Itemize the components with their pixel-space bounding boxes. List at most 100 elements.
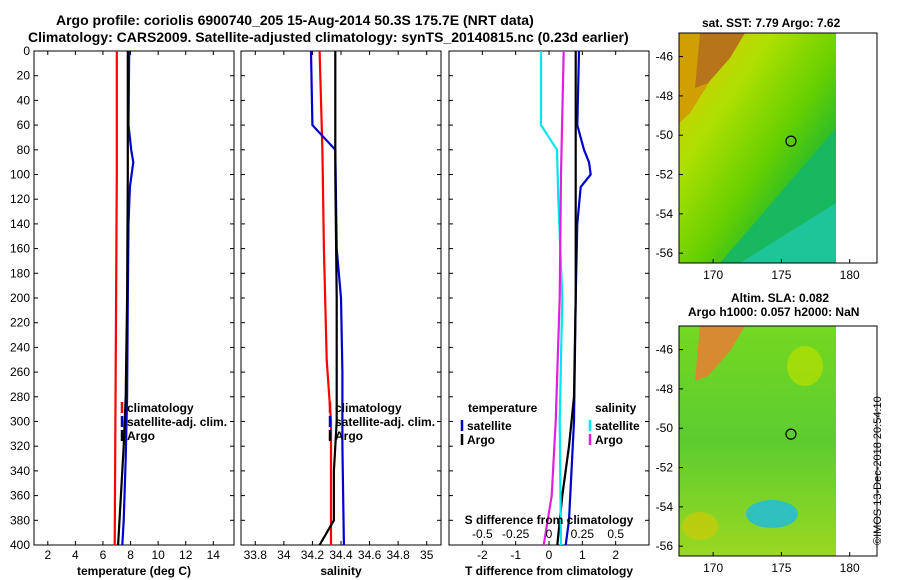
legend-label: Argo [595, 433, 623, 447]
map-ytick-label: -46 [656, 50, 674, 64]
ytick-label: 380 [10, 513, 30, 527]
legend-label: climatology [127, 401, 194, 415]
xtick-label: 6 [100, 548, 107, 562]
map-xtick-label: 170 [703, 561, 723, 575]
ytick-label: 240 [10, 340, 30, 354]
title-line-1: Argo profile: coriolis 6900740_205 15-Au… [56, 12, 534, 28]
map-ytick-label: -48 [656, 382, 674, 396]
map-ytick-label: -52 [656, 168, 674, 182]
xtick-label: 4 [72, 548, 79, 562]
ytick-label: 260 [10, 365, 30, 379]
xtick-label: -1 [510, 548, 521, 562]
ytick-label: 280 [10, 390, 30, 404]
series-line-temperature-argo [556, 51, 577, 546]
legend-label: climatology [335, 401, 402, 415]
panel-frame-0 [33, 50, 235, 546]
map-ytick-label: -52 [656, 461, 674, 475]
ytick-label: 300 [10, 415, 30, 429]
map-ytick-label: -54 [656, 500, 674, 514]
xtick-label: 8 [127, 548, 134, 562]
legend-label: satellite [595, 419, 640, 433]
panel-frame-2 [448, 50, 650, 546]
map-xtick-label: 180 [840, 561, 860, 575]
xtick-label: 0 [546, 548, 553, 562]
secondary-axis-label: S difference from climatology [465, 513, 634, 527]
map-anomaly-high [787, 346, 823, 386]
map-xtick-label: 180 [840, 268, 860, 282]
ytick-label: 360 [10, 489, 30, 503]
series-line-satellite-adj-clim- [309, 50, 345, 546]
xtick-label: -2 [477, 548, 488, 562]
map-ytick-label: -54 [656, 207, 674, 221]
map-sst [679, 33, 836, 263]
series-line-climatology [318, 50, 333, 545]
map-cold-band [740, 203, 836, 263]
series-line-salinity-argo [542, 50, 565, 546]
map-xtick-label: 175 [771, 268, 791, 282]
ytick-label: 220 [10, 316, 30, 330]
map-ytick-label: -56 [656, 539, 674, 553]
map-xtick-label: 170 [703, 268, 723, 282]
legend-label: Argo [127, 429, 155, 443]
xtick-label: 10 [151, 548, 165, 562]
xtick-label: 12 [179, 548, 193, 562]
xtick-label: 34 [277, 548, 291, 562]
map-anomaly-high [682, 512, 718, 540]
legend-label: Argo [335, 429, 363, 443]
x-axis-label-2: T difference from climatology [465, 564, 633, 578]
ytick-label: 400 [10, 538, 30, 552]
secondary-tick-label: -0.5 [472, 527, 493, 541]
ytick-label: 40 [17, 93, 31, 107]
xtick-label: 34.8 [386, 548, 410, 562]
ytick-label: 180 [10, 266, 30, 280]
land-mass [695, 326, 745, 381]
ytick-label: 120 [10, 192, 30, 206]
map-ytick-label: -56 [656, 246, 674, 260]
legend-label: satellite [467, 419, 512, 433]
xtick-label: 33.8 [244, 548, 268, 562]
legend-title-salinity: salinity [595, 401, 637, 415]
secondary-tick-label: 0 [546, 527, 553, 541]
legend-label: satellite-adj. clim. [335, 415, 435, 429]
xtick-label: 14 [207, 548, 221, 562]
title-line-2: Climatology: CARS2009. Satellite-adjuste… [28, 29, 629, 45]
xtick-label: 2 [44, 548, 51, 562]
land-mass [695, 33, 745, 88]
xtick-label: 34.4 [329, 548, 353, 562]
legend-label: satellite-adj. clim. [127, 415, 227, 429]
legend-label: Argo [467, 433, 495, 447]
map-ytick-label: -50 [656, 128, 674, 142]
sla-map-title-1: Altim. SLA: 0.082 [731, 291, 830, 305]
ytick-label: 140 [10, 217, 30, 231]
secondary-tick-label: -0.25 [502, 527, 530, 541]
series-line-argo [117, 51, 129, 546]
x-axis-label-1: salinity [320, 564, 362, 578]
ytick-label: 20 [17, 69, 31, 83]
series-line-climatology [113, 51, 118, 546]
ytick-label: 160 [10, 242, 30, 256]
map-ytick-label: -48 [656, 89, 674, 103]
map-frame [678, 325, 878, 557]
argo-position-marker [785, 428, 797, 440]
series-line-temperature-satellite [564, 50, 592, 546]
x-axis-label-0: temperature (deg C) [77, 564, 191, 578]
argo-position-marker [785, 135, 797, 147]
xtick-label: 35 [420, 548, 434, 562]
ytick-label: 200 [10, 291, 30, 305]
xtick-label: 34.6 [358, 548, 382, 562]
map-sla [679, 326, 836, 556]
xtick-label: 1 [579, 548, 586, 562]
map-anomaly-low [746, 500, 798, 528]
map-ytick-label: -50 [656, 421, 674, 435]
sst-map-title: sat. SST: 7.79 Argo: 7.62 [702, 16, 841, 30]
xtick-label: 2 [612, 548, 619, 562]
ytick-label: 80 [17, 143, 31, 157]
ytick-label: 100 [10, 168, 30, 182]
sla-map-title-2: Argo h1000: 0.057 h2000: NaN [688, 305, 860, 319]
legend-title-temperature: temperature [468, 401, 538, 415]
series-line-salinity-satellite [539, 51, 564, 546]
xtick-label: 34.2 [301, 548, 325, 562]
ytick-label: 0 [23, 44, 30, 58]
map-xtick-label: 175 [771, 561, 791, 575]
